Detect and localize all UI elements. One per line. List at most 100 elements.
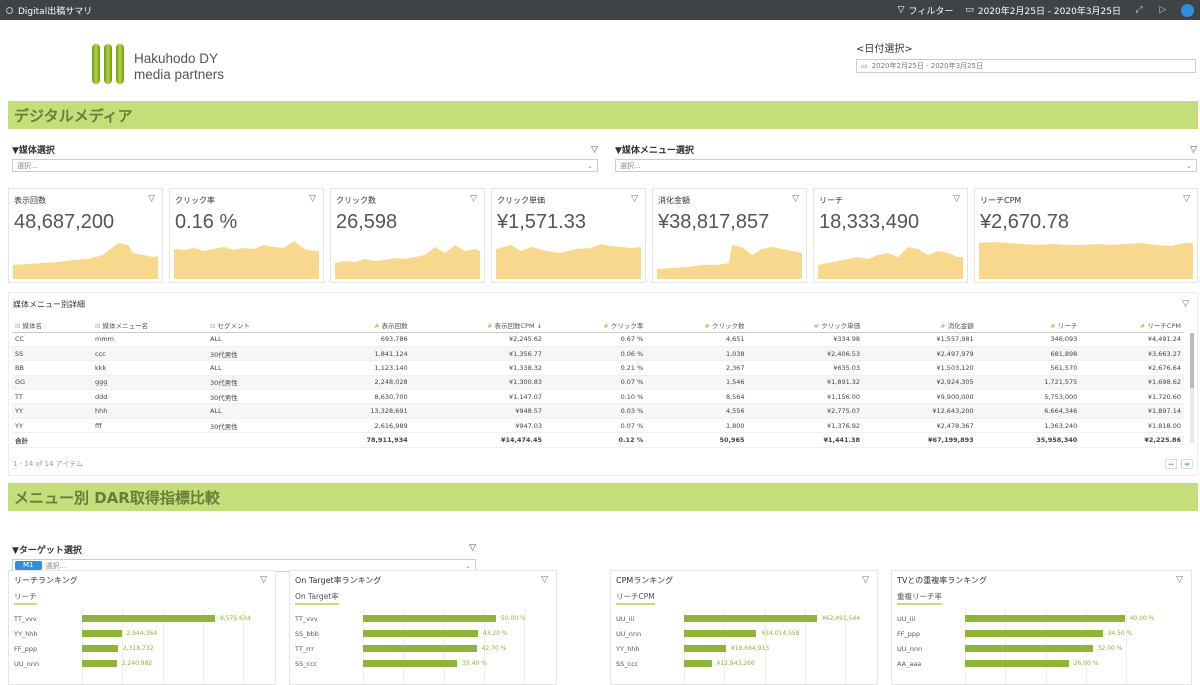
ranking-bar[interactable] xyxy=(684,630,757,637)
circle-icon[interactable] xyxy=(6,6,13,14)
filter-icon[interactable]: ▽ xyxy=(541,575,548,585)
ranking-bar[interactable] xyxy=(82,615,215,622)
ranking-bar[interactable] xyxy=(965,630,1103,637)
ranking-row[interactable]: YY_hhh ¥19,684,913 xyxy=(616,643,874,655)
table-row[interactable]: YY fff 30代男性 2,616,989 ¥947.03 0.07 % 1,800 ¥1,… xyxy=(12,418,1184,434)
ranking-row[interactable]: TT_vvv 8,575,634 xyxy=(14,613,272,625)
date-selector-input[interactable]: ▭ 2020年2月25日 - 2020年3月25日 xyxy=(856,59,1196,73)
ranking-tab[interactable]: 重複リーチ率 xyxy=(897,591,942,605)
expand-columns-icon[interactable]: ⇹ xyxy=(1181,459,1193,469)
filter-icon[interactable]: ▽ xyxy=(953,194,960,204)
menu-select-input[interactable]: 選択... ⌄ xyxy=(615,159,1197,172)
ranking-row[interactable]: SS_ccc ¥12,943,266 xyxy=(616,658,874,670)
ranking-bar[interactable] xyxy=(684,645,726,652)
ranking-row[interactable]: SS_bbb 43.20 % xyxy=(295,628,553,640)
column-header[interactable]: # クリック数 xyxy=(646,319,748,333)
kpi-card[interactable]: クリック率 ▽ 0.16 % xyxy=(169,188,324,283)
filter-icon[interactable]: ▽ xyxy=(309,194,316,204)
ranking-bar[interactable] xyxy=(684,615,817,622)
table-row[interactable]: BB kkk ALL 1,123,140 ¥1,338.32 0.21 % 2,367 ¥63… xyxy=(12,360,1184,376)
table-row[interactable]: SS ccc 30代男性 1,841,124 ¥1,356.77 0.06 % 1,038 ¥… xyxy=(12,346,1184,362)
column-header[interactable]: ⊟ 媒体メニュー名 xyxy=(92,319,207,333)
kpi-card[interactable]: クリック数 ▽ 26,598 xyxy=(330,188,485,283)
ranking-row[interactable]: SS_ccc 35.40 % xyxy=(295,658,553,670)
table-cell: ¥1,147.07 xyxy=(410,389,546,405)
media-select-input[interactable]: 選択... ⌄ xyxy=(12,159,598,172)
filter-button[interactable]: ▽ フィルター xyxy=(898,4,954,17)
column-header[interactable]: # 表示回数 xyxy=(307,319,411,333)
kpi-sparkline xyxy=(818,247,963,279)
ranking-bar[interactable] xyxy=(684,660,712,667)
filter-icon[interactable]: ▽ xyxy=(1176,575,1183,585)
ranking-bar[interactable] xyxy=(82,645,118,652)
table-cell: ¥1,338.32 xyxy=(410,360,546,376)
table-cell: 8,564 xyxy=(646,389,748,405)
filter-icon[interactable]: ▽ xyxy=(792,194,799,204)
table-total-row[interactable]: 合計 78,911,934 ¥14,474.45 0.12 % 50,965 ¥1,441… xyxy=(12,432,1184,448)
table-cell: 1,123,140 xyxy=(307,360,411,376)
ranking-bar[interactable] xyxy=(965,615,1125,622)
filter-icon[interactable]: ▽ xyxy=(148,194,155,204)
ranking-bar[interactable] xyxy=(363,630,478,637)
filter-icon[interactable]: ▽ xyxy=(469,543,476,553)
table-scrollbar[interactable] xyxy=(1190,333,1194,443)
date-range-button[interactable]: ▭ 2020年2月25日 - 2020年3月25日 xyxy=(965,4,1121,17)
ranking-row[interactable]: YY_hhh 2,544,364 xyxy=(14,628,272,640)
ranking-bar[interactable] xyxy=(965,645,1093,652)
filter-icon[interactable]: ▽ xyxy=(1182,299,1189,309)
share-icon[interactable] xyxy=(1181,3,1194,17)
ranking-bar[interactable] xyxy=(363,615,496,622)
filter-icon[interactable]: ▽ xyxy=(1190,144,1197,155)
ranking-row[interactable]: UU_nnn 2,240,982 xyxy=(14,658,272,670)
table-pager: 1 - 14 of 14 アイテム xyxy=(13,460,83,468)
ranking-bar[interactable] xyxy=(363,645,477,652)
table-cell: ¥1,156.00 xyxy=(747,389,864,405)
filter-icon[interactable]: ▽ xyxy=(470,194,477,204)
column-header[interactable]: # リーチ xyxy=(976,319,1081,333)
expand-icon[interactable]: ⤢ xyxy=(1135,5,1143,15)
ranking-row[interactable]: UU_iii ¥62,491,544 xyxy=(616,613,874,625)
table-row[interactable]: GG ggg 30代男性 2,248,028 ¥1,300.83 0.07 % 1,546 ¥… xyxy=(12,375,1184,391)
ranking-row[interactable]: TT_vvv 50.00 % xyxy=(295,613,553,625)
column-header[interactable]: # クリック単価 xyxy=(747,319,864,333)
column-header[interactable]: # 表示回数CPM ↓ xyxy=(410,319,546,333)
kpi-card[interactable]: 消化金額 ▽ ¥38,817,857 xyxy=(652,188,807,283)
ranking-tab[interactable]: リーチCPM xyxy=(616,591,655,605)
ranking-label: TT_vvv xyxy=(14,615,37,623)
chevron-down-icon: ⌄ xyxy=(587,161,593,170)
ranking-row[interactable]: TT_rrr 42.70 % xyxy=(295,643,553,655)
ranking-bar[interactable] xyxy=(82,630,122,637)
kpi-card[interactable]: クリック単価 ▽ ¥1,571.33 xyxy=(491,188,646,283)
ranking-row[interactable]: UU_nnn 32.00 % xyxy=(897,643,1155,655)
column-header[interactable]: # クリック率 xyxy=(545,319,647,333)
ranking-tab[interactable]: リーチ xyxy=(14,591,37,605)
filter-icon[interactable]: ▽ xyxy=(1183,194,1190,204)
ranking-tab[interactable]: On Target率 xyxy=(295,591,339,605)
target-chip[interactable]: M1 xyxy=(15,561,42,570)
kpi-card[interactable]: リーチ ▽ 18,333,490 xyxy=(813,188,968,283)
column-header[interactable]: ⊟ セグメント xyxy=(207,319,307,333)
column-header[interactable]: ⊟ 媒体名 xyxy=(12,319,92,333)
table-row[interactable]: YY hhh ALL 13,328,691 ¥948.57 0.03 % 4,556 ¥2,7… xyxy=(12,403,1184,419)
table-row[interactable]: TT ddd 30代男性 8,630,700 ¥1,147.07 0.10 % 8,564 ¥… xyxy=(12,389,1184,405)
ranking-bar[interactable] xyxy=(363,660,458,667)
ranking-row[interactable]: UU_nnn ¥34,014,558 xyxy=(616,628,874,640)
filter-icon[interactable]: ▽ xyxy=(631,194,638,204)
filter-icon[interactable]: ▽ xyxy=(260,575,267,585)
kpi-card[interactable]: 表示回数 ▽ 48,687,200 xyxy=(8,188,163,283)
play-icon[interactable]: ▷ xyxy=(1159,5,1167,15)
ranking-row[interactable]: AA_aaa 26.00 % xyxy=(897,658,1155,670)
ranking-row[interactable]: FF_ppp 2,318,732 xyxy=(14,643,272,655)
ranking-row[interactable]: UU_iii 40.00 % xyxy=(897,613,1155,625)
ranking-value: 8,575,634 xyxy=(220,615,251,622)
column-header[interactable]: # リーチCPM xyxy=(1080,319,1184,333)
ranking-bar[interactable] xyxy=(82,660,117,667)
ranking-row[interactable]: FF_ppp 34.50 % xyxy=(897,628,1155,640)
table-row[interactable]: CC mmm ALL 693,786 ¥2,245.62 0.67 % 4,651 ¥334.… xyxy=(12,332,1184,347)
ranking-bar[interactable] xyxy=(965,660,1069,667)
filter-icon[interactable]: ▽ xyxy=(591,144,598,155)
filter-icon[interactable]: ▽ xyxy=(862,575,869,585)
column-header[interactable]: # 消化金額 xyxy=(863,319,977,333)
collapse-columns-icon[interactable]: ↔ xyxy=(1165,459,1177,469)
kpi-card[interactable]: リーチCPM ▽ ¥2,670.78 xyxy=(974,188,1198,283)
